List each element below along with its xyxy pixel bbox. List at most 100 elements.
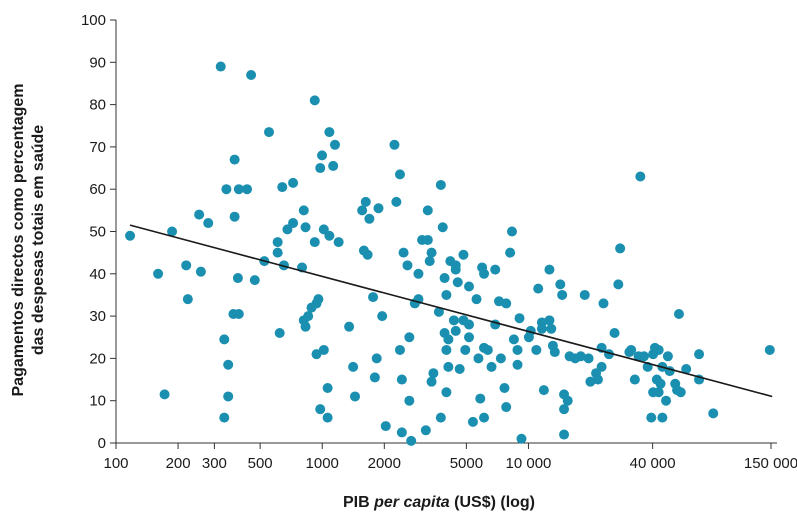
data-point [195,266,206,277]
data-point [215,61,226,72]
data-point [219,412,230,423]
x-tick-label: 500 [248,455,273,472]
data-point [300,222,311,233]
data-point [460,344,471,355]
data-point [544,315,555,326]
data-point [681,363,692,374]
data-point [531,344,542,355]
data-point [371,353,382,364]
data-point [635,171,646,182]
data-point [764,344,775,355]
data-point [512,359,523,370]
x-axis-ticks: 100 200 300 500 1000 2000 5000 10 000 40 000 150 … [103,443,797,472]
data-point [598,298,609,309]
data-point [467,416,478,427]
data-point [452,277,463,288]
data-point [182,294,193,305]
x-tick-label: 150 000 [744,455,797,472]
data-point [242,184,253,195]
data-point [380,421,391,432]
data-point [482,344,493,355]
data-point [464,319,475,330]
data-point [514,313,525,324]
data-point [223,391,234,402]
data-point [223,359,234,370]
data-point [364,213,375,224]
data-point [422,234,433,245]
data-point [357,205,368,216]
trend-line [129,224,773,398]
data-point [229,211,240,222]
x-axis-title-part: per capita [373,494,450,511]
data-point [435,412,446,423]
data-point [406,435,417,446]
data-point [221,184,232,195]
data-point [317,150,328,161]
data-point [394,169,405,180]
data-point [443,334,454,345]
x-tick-label: 200 [166,455,191,472]
data-point [329,139,340,150]
data-point [377,311,388,322]
data-point [533,283,544,294]
data-point [441,387,452,398]
data-point [203,218,214,229]
x-axis-title-part: PIB [343,494,374,511]
data-point [153,268,164,279]
data-point [159,389,170,400]
data-point [609,328,620,339]
data-point [559,404,570,415]
data-point [508,334,519,345]
y-tick-label: 70 [89,139,106,156]
data-point [233,184,244,195]
data-point [464,281,475,292]
data-point [350,391,361,402]
data-point [288,218,299,229]
x-tick-label: 100 [103,455,128,472]
data-point [575,351,586,362]
data-point [315,163,326,174]
data-point [229,154,240,165]
data-point [333,237,344,248]
data-point [653,344,664,355]
data-point [473,353,484,364]
data-point [516,433,527,444]
y-axis-title: Pagamentos directos como percentagem das… [10,84,47,397]
data-point [450,325,461,336]
data-point [646,412,657,423]
data-point [662,351,673,362]
data-point [499,383,510,394]
data-point [479,268,490,279]
data-point [232,273,243,284]
data-point [629,374,640,385]
y-tick-label: 50 [89,224,106,241]
data-point [655,378,666,389]
data-point [615,243,626,254]
data-point [311,349,322,360]
y-tick-label: 40 [89,266,106,283]
trend-line-group [129,224,773,398]
data-point [546,323,557,334]
data-point [181,260,192,271]
data-point [328,160,339,171]
data-point [501,402,512,413]
data-point [396,374,407,385]
data-point [450,260,461,271]
x-tick-label: 1000 [306,455,339,472]
data-point [583,353,594,364]
data-point [422,205,433,216]
data-point [426,247,437,258]
y-axis-ticks: 0 10 20 30 40 50 60 70 80 90 100 [81,12,116,452]
data-point [454,363,465,374]
data-point [398,247,409,258]
data-point [555,279,566,290]
data-point [596,361,607,372]
data-point [448,315,459,326]
data-point [512,344,523,355]
data-point [538,385,549,396]
x-tick-label: 10 000 [506,455,552,472]
data-point [324,230,335,241]
data-point [344,321,355,332]
data-point [368,292,379,303]
